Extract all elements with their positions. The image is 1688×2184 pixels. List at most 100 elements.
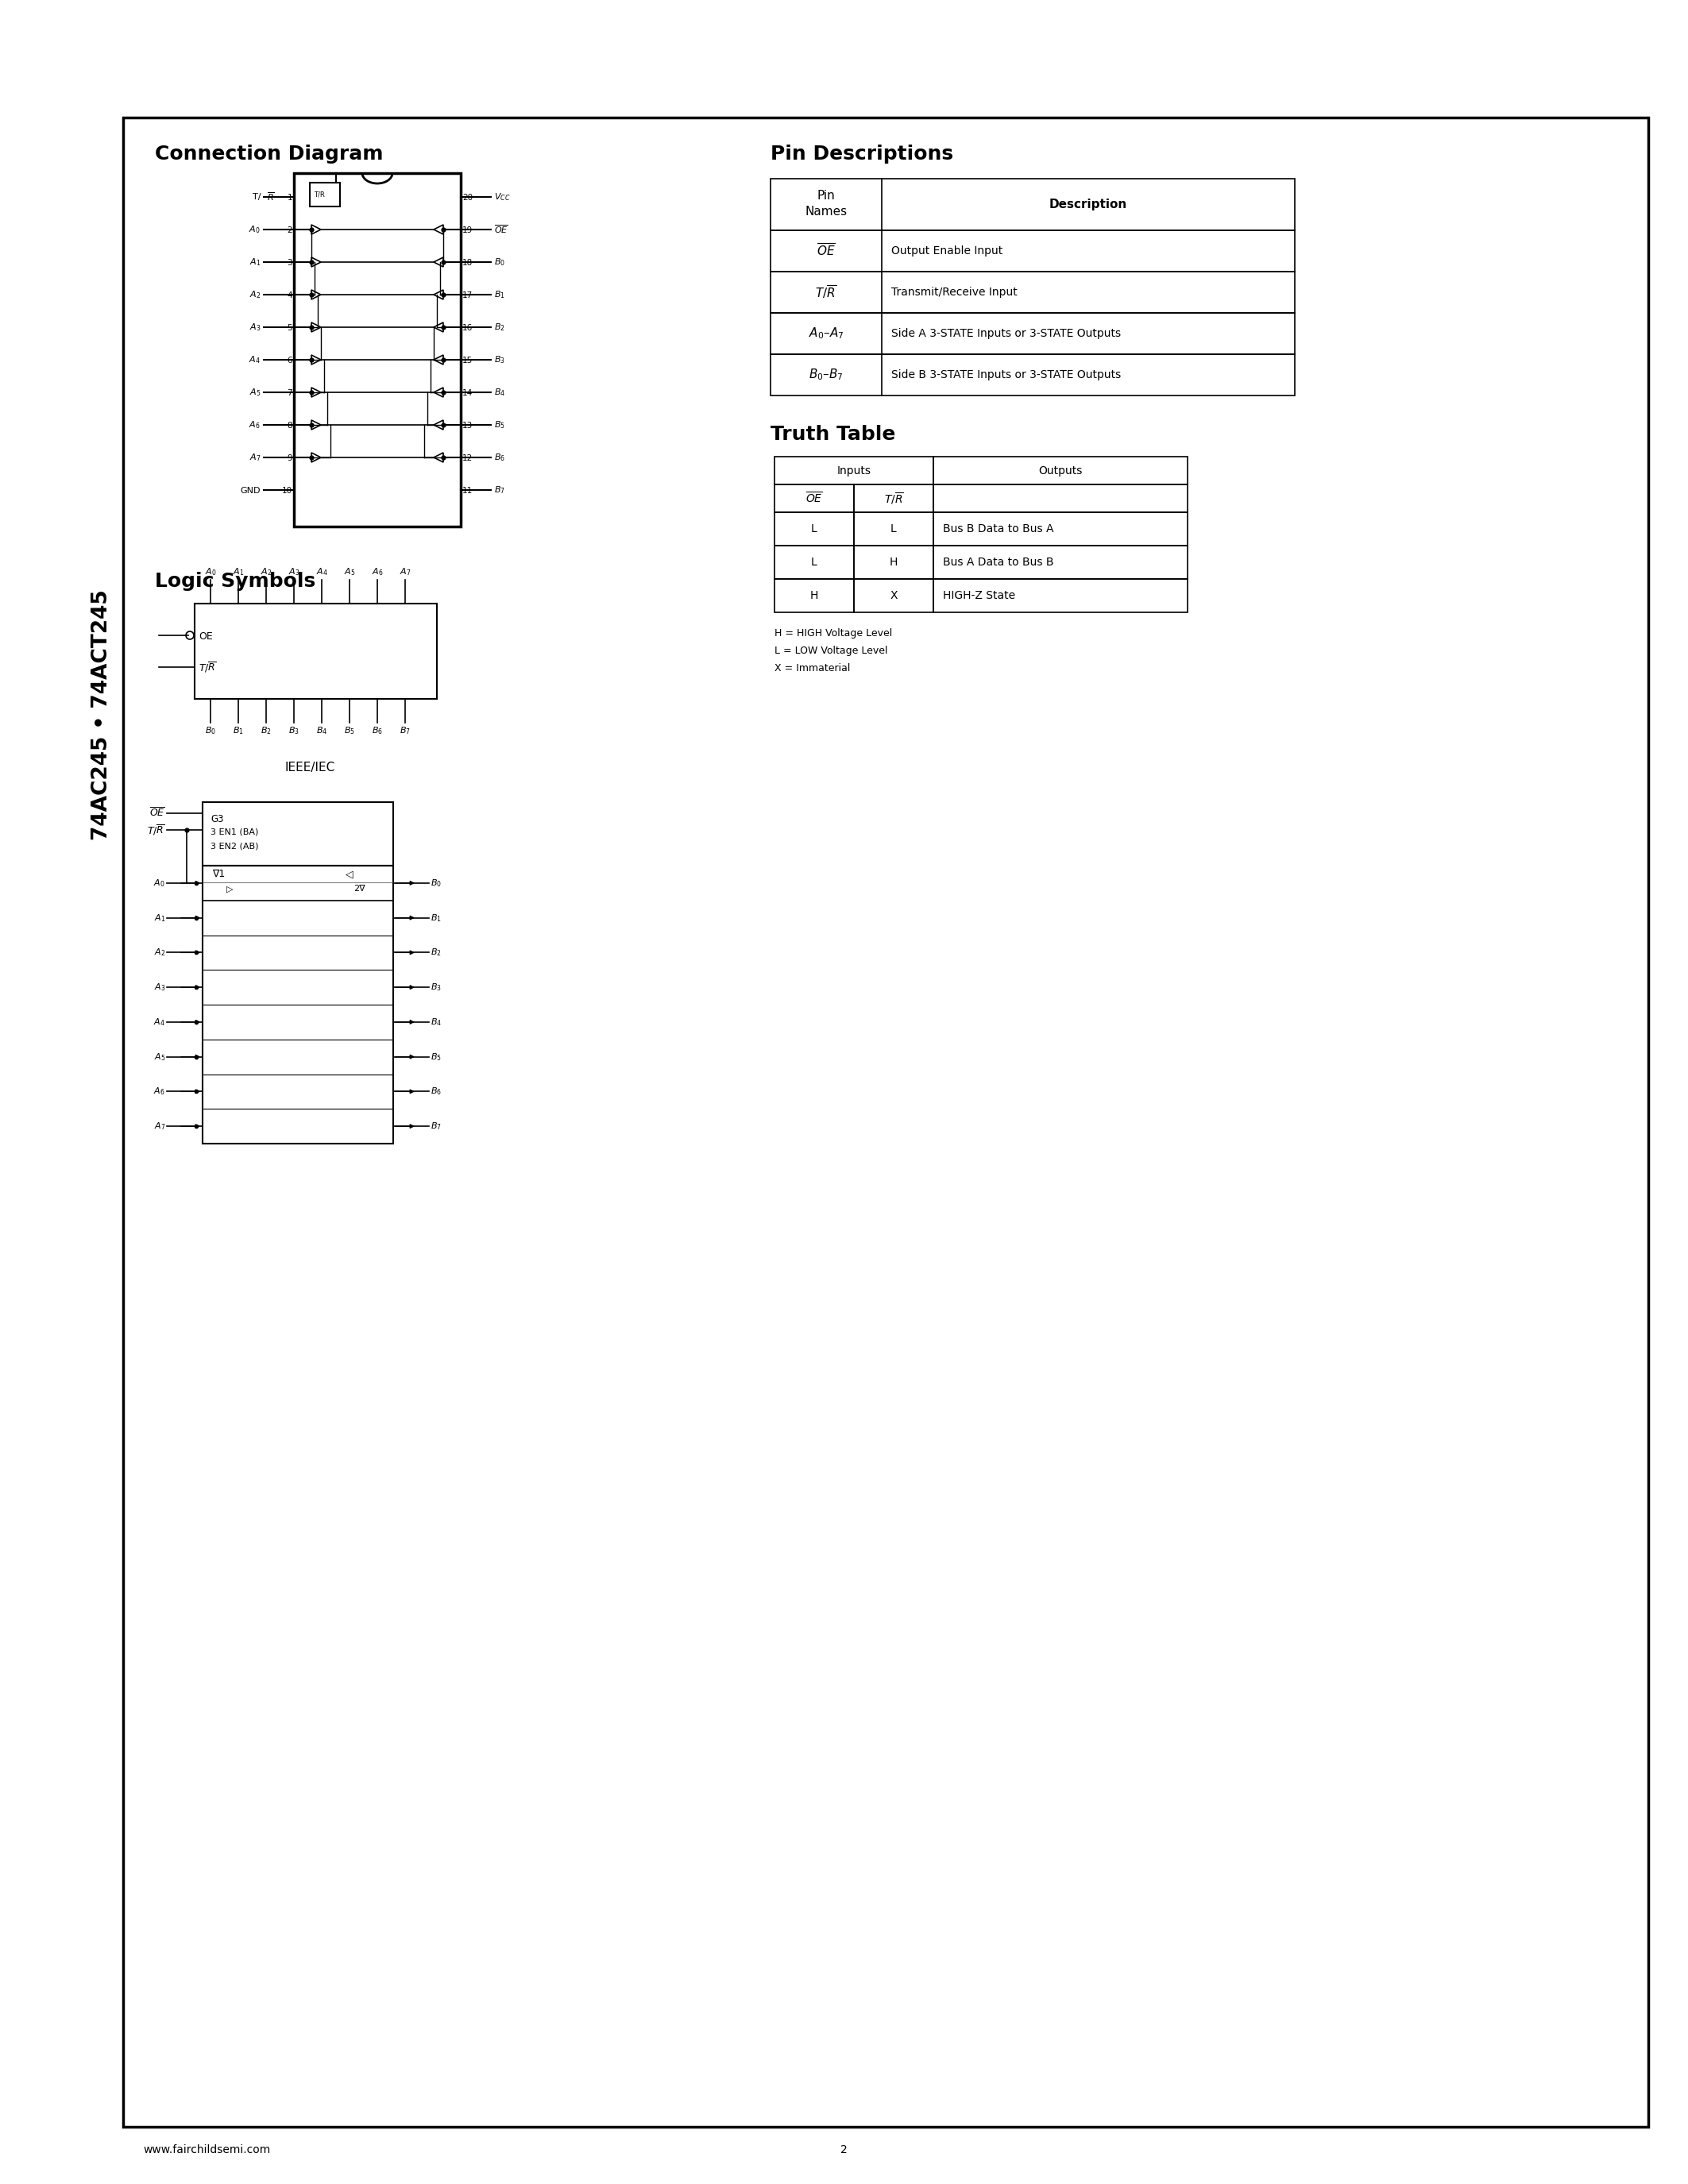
Text: $B_7$: $B_7$	[495, 485, 505, 496]
Text: 3: 3	[287, 260, 292, 266]
Text: L = LOW Voltage Level: L = LOW Voltage Level	[775, 646, 888, 655]
Text: $A_4$: $A_4$	[316, 566, 327, 577]
Text: $B_0$–$B_7$: $B_0$–$B_7$	[809, 367, 844, 382]
Text: $\overline{OE}$: $\overline{OE}$	[817, 242, 836, 260]
Text: L: L	[812, 524, 817, 535]
Text: 18: 18	[463, 260, 473, 266]
Bar	[770, 229, 1295, 271]
Bar	[775, 579, 854, 612]
Text: Truth Table: Truth Table	[770, 426, 896, 443]
Bar	[933, 513, 1188, 546]
Text: $A_6$: $A_6$	[371, 566, 383, 577]
Text: $A_1$: $A_1$	[250, 256, 260, 269]
Text: $B_7$: $B_7$	[400, 725, 410, 736]
Bar	[854, 513, 933, 546]
Text: $A_7$: $A_7$	[400, 566, 410, 577]
Text: $A_2$: $A_2$	[250, 288, 260, 299]
Text: Connection Diagram: Connection Diagram	[155, 144, 383, 164]
Text: OE: OE	[199, 631, 213, 642]
Bar	[854, 546, 933, 579]
Text: H: H	[810, 590, 819, 601]
Text: 20: 20	[463, 194, 473, 201]
Text: $B_2$: $B_2$	[430, 948, 442, 959]
Text: 11: 11	[463, 487, 473, 496]
Text: 10: 10	[282, 487, 292, 496]
Text: Outputs: Outputs	[1038, 465, 1082, 476]
Text: $A_0$–$A_7$: $A_0$–$A_7$	[809, 325, 844, 341]
Text: 2: 2	[287, 227, 292, 234]
Text: $A_1$: $A_1$	[233, 566, 245, 577]
Bar	[933, 485, 1188, 513]
Text: 2∇: 2∇	[353, 885, 365, 893]
Text: $B_0$: $B_0$	[495, 256, 505, 269]
Text: $A_2$: $A_2$	[260, 566, 272, 577]
Text: Names: Names	[805, 205, 847, 218]
Bar	[311, 183, 339, 207]
Text: $B_6$: $B_6$	[371, 725, 383, 736]
Bar	[770, 312, 1295, 354]
Text: $B_2$: $B_2$	[260, 725, 272, 736]
Text: 8: 8	[287, 422, 292, 430]
Text: Side B 3-STATE Inputs or 3-STATE Outputs: Side B 3-STATE Inputs or 3-STATE Outputs	[891, 369, 1121, 380]
Text: ◁: ◁	[346, 869, 353, 880]
Bar	[770, 354, 1295, 395]
Text: 2: 2	[841, 2145, 847, 2156]
Text: Bus A Data to Bus B: Bus A Data to Bus B	[944, 557, 1053, 568]
Text: 4: 4	[287, 290, 292, 299]
Text: $B_2$: $B_2$	[495, 321, 505, 332]
Text: Pin Descriptions: Pin Descriptions	[770, 144, 954, 164]
Text: $B_0$: $B_0$	[204, 725, 216, 736]
Text: $T/\overline{R}$: $T/\overline{R}$	[199, 660, 216, 675]
Text: G3: G3	[211, 815, 223, 823]
Text: $A_7$: $A_7$	[154, 1120, 165, 1131]
Text: 1: 1	[287, 194, 292, 201]
Text: $\overline{R}$: $\overline{R}$	[267, 192, 275, 203]
Text: $A_0$: $A_0$	[204, 566, 216, 577]
Text: $B_3$: $B_3$	[430, 983, 442, 994]
Bar	[770, 271, 1295, 312]
Text: $B_0$: $B_0$	[430, 878, 442, 889]
Bar	[770, 179, 1295, 229]
Text: L: L	[812, 557, 817, 568]
Text: Inputs: Inputs	[837, 465, 871, 476]
Text: $B_5$: $B_5$	[495, 419, 505, 430]
Bar	[933, 546, 1188, 579]
Text: $A_2$: $A_2$	[154, 948, 165, 959]
Text: $B_4$: $B_4$	[316, 725, 327, 736]
Text: $B_5$: $B_5$	[344, 725, 354, 736]
Text: 12: 12	[463, 454, 473, 463]
Text: $A_7$: $A_7$	[250, 452, 260, 463]
Text: Bus B Data to Bus A: Bus B Data to Bus A	[944, 524, 1053, 535]
Bar	[933, 456, 1188, 485]
Text: www.fairchildsemi.com: www.fairchildsemi.com	[143, 2145, 270, 2156]
Text: $A_3$: $A_3$	[154, 983, 165, 994]
Text: Output Enable Input: Output Enable Input	[891, 245, 1003, 256]
Text: 3 EN2 (AB): 3 EN2 (AB)	[211, 841, 258, 850]
Bar	[203, 865, 393, 1144]
Bar	[775, 485, 854, 513]
Bar	[775, 513, 854, 546]
Text: 7: 7	[287, 389, 292, 397]
Text: IEEE/IEC: IEEE/IEC	[285, 762, 334, 773]
Text: $B_3$: $B_3$	[495, 354, 505, 365]
Text: $B_5$: $B_5$	[430, 1051, 442, 1061]
Text: $A_1$: $A_1$	[154, 913, 165, 924]
Text: T/R: T/R	[314, 190, 324, 199]
Text: 3 EN1 (BA): 3 EN1 (BA)	[211, 828, 258, 836]
Text: ▷: ▷	[226, 885, 233, 893]
Text: 14: 14	[463, 389, 473, 397]
Bar	[194, 603, 437, 699]
Text: $T/\overline{R}$: $T/\overline{R}$	[885, 491, 903, 507]
Text: $A_4$: $A_4$	[154, 1016, 165, 1026]
Text: T/: T/	[252, 192, 260, 201]
Text: L: L	[891, 524, 896, 535]
Text: $B_6$: $B_6$	[430, 1085, 442, 1096]
Text: $\overline{OE}$: $\overline{OE}$	[495, 223, 508, 236]
Text: 13: 13	[463, 422, 473, 430]
Bar	[854, 579, 933, 612]
Bar	[854, 485, 933, 513]
Text: H: H	[890, 557, 898, 568]
Text: 5: 5	[287, 323, 292, 332]
Text: Description: Description	[1050, 199, 1128, 210]
Text: 15: 15	[463, 356, 473, 365]
